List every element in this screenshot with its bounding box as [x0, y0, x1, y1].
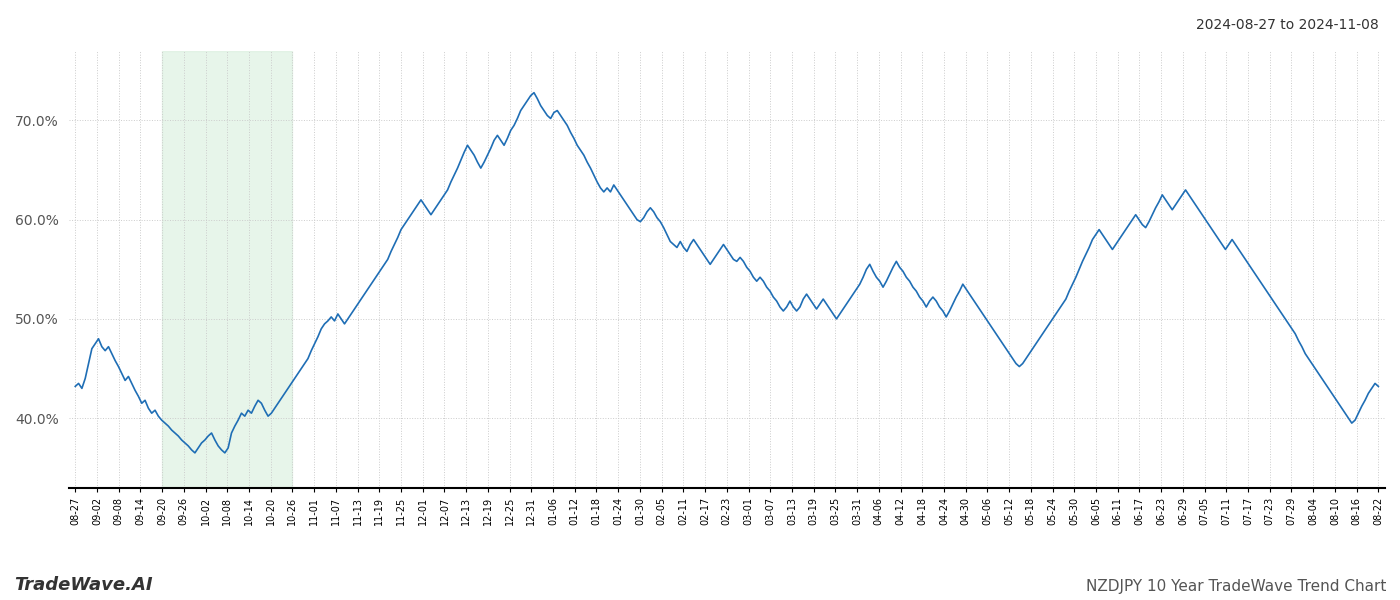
Bar — [162, 51, 293, 488]
Text: TradeWave.AI: TradeWave.AI — [14, 576, 153, 594]
Text: NZDJPY 10 Year TradeWave Trend Chart: NZDJPY 10 Year TradeWave Trend Chart — [1085, 579, 1386, 594]
Text: 2024-08-27 to 2024-11-08: 2024-08-27 to 2024-11-08 — [1196, 18, 1379, 32]
